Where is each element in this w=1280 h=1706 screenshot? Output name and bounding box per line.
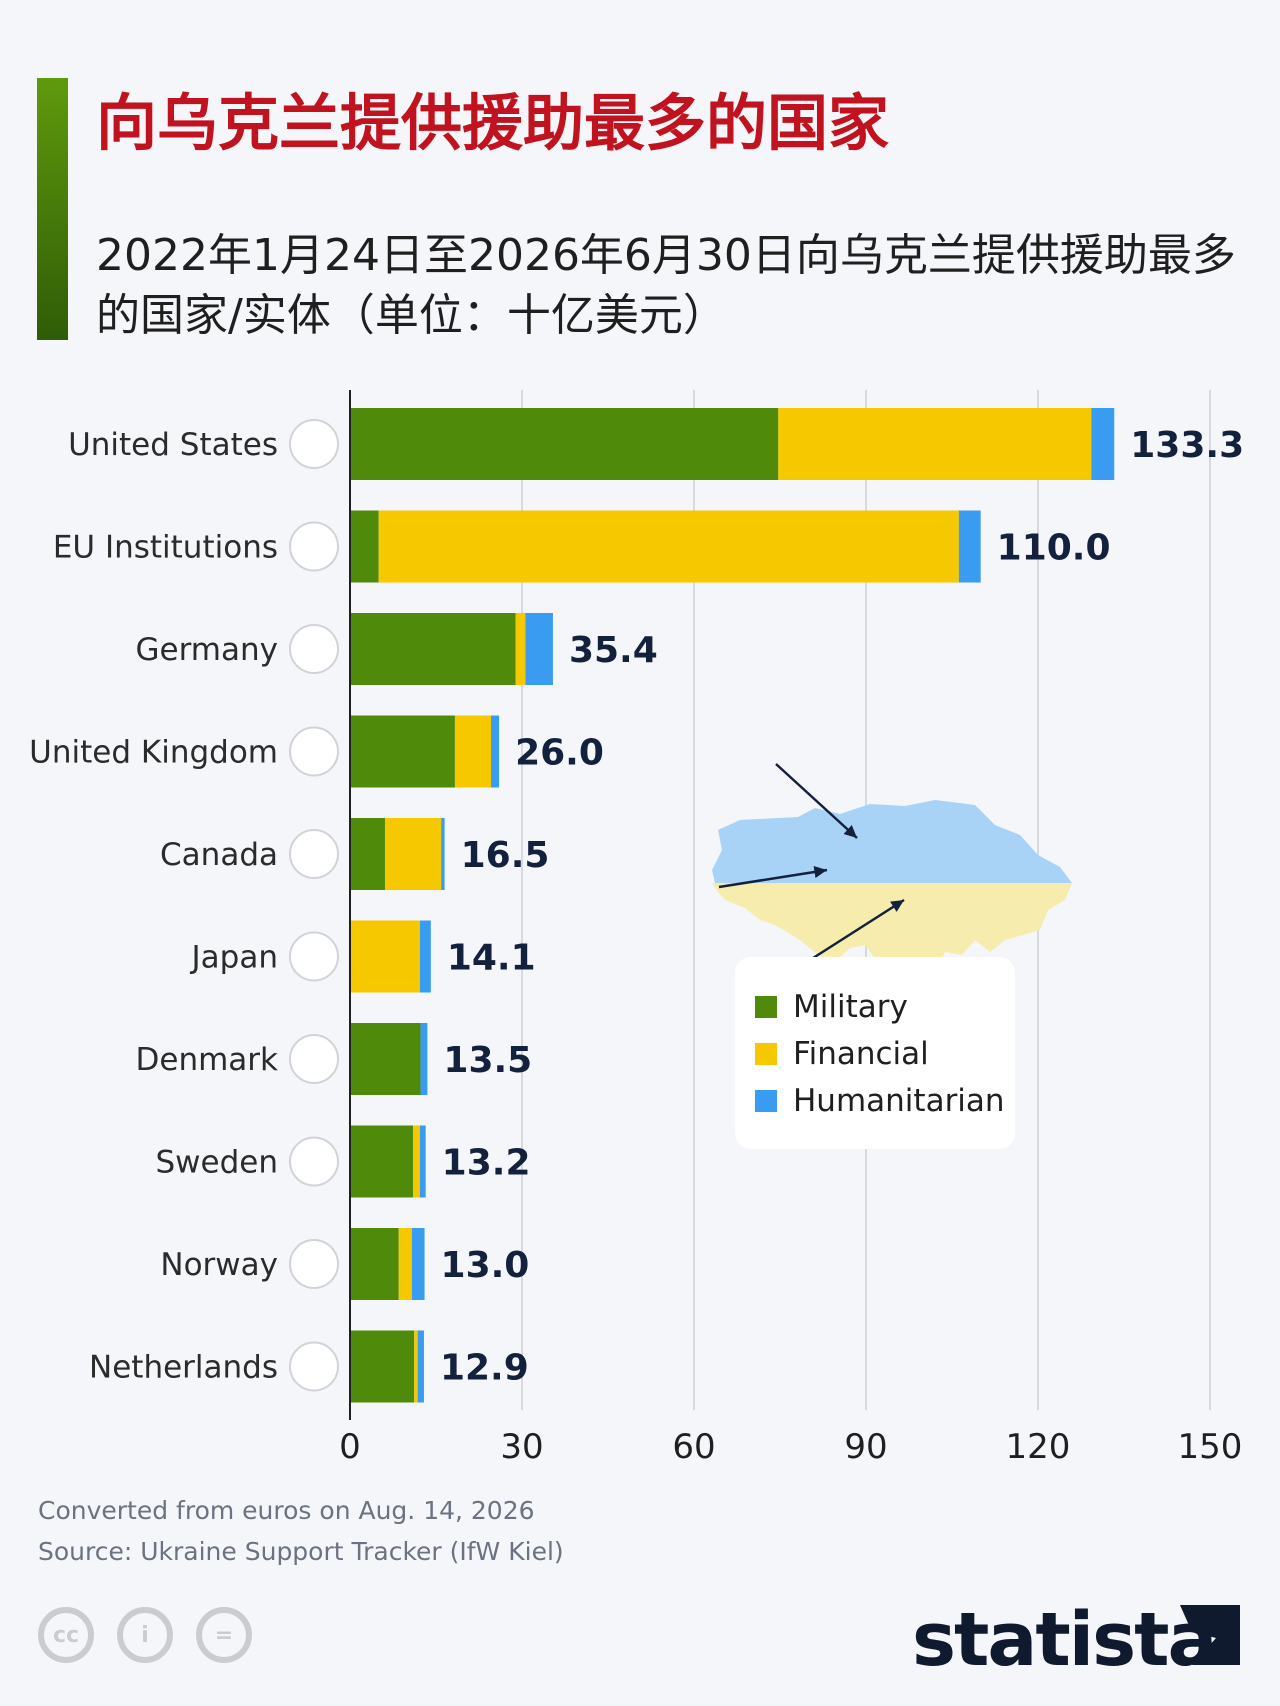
legend-swatch-military xyxy=(755,996,777,1018)
bar-financial-3 xyxy=(454,715,492,788)
x-tick-label-0: 0 xyxy=(339,1427,361,1467)
denmark-flag-icon xyxy=(289,1034,339,1084)
bar-financial-4 xyxy=(384,818,442,890)
bar-humanitarian-2 xyxy=(525,613,553,685)
value-label-4: 16.5 xyxy=(461,835,550,876)
category-label-1: EU Institutions xyxy=(53,530,278,566)
value-label-2: 35.4 xyxy=(569,630,658,671)
value-label-5: 14.1 xyxy=(447,938,536,979)
category-label-9: Netherlands xyxy=(89,1350,278,1386)
value-label-7: 13.2 xyxy=(442,1143,531,1184)
bar-humanitarian-9 xyxy=(417,1330,424,1403)
value-label-1: 110.0 xyxy=(997,528,1111,569)
bar-humanitarian-7 xyxy=(419,1125,426,1198)
uk-flag-icon xyxy=(289,726,339,777)
bar-military-3 xyxy=(350,715,455,788)
value-label-9: 12.9 xyxy=(440,1348,529,1389)
x-tick-label-90: 90 xyxy=(844,1427,887,1467)
norway-flag-icon xyxy=(289,1239,339,1289)
map-arrow-military-line xyxy=(775,763,858,839)
map-arrow-military-head xyxy=(843,825,857,838)
category-label-5: Japan xyxy=(190,940,278,976)
title-accent-bar xyxy=(37,78,68,340)
bar-financial-1 xyxy=(378,510,959,583)
netherlands-flag-icon xyxy=(289,1341,339,1392)
value-label-6: 13.5 xyxy=(443,1040,532,1081)
bar-chart: 0 30 60 90 120 150 United States 133.3 EU Instit… xyxy=(0,380,1280,1467)
bar-humanitarian-4 xyxy=(441,818,445,890)
bar-military-0 xyxy=(350,408,779,480)
japan-flag-icon xyxy=(289,931,339,982)
category-label-6: Denmark xyxy=(136,1042,279,1078)
bar-financial-2 xyxy=(515,613,526,685)
legend-swatch-financial xyxy=(755,1043,777,1065)
bar-military-6 xyxy=(350,1023,421,1095)
category-label-8: Norway xyxy=(160,1247,278,1283)
bar-financial-8 xyxy=(398,1228,412,1300)
legend-item-financial: Financial xyxy=(755,1034,929,1074)
bar-humanitarian-3 xyxy=(491,715,500,788)
category-label-2: Germany xyxy=(136,632,278,668)
legend-item-military: Military xyxy=(755,987,908,1027)
bar-financial-7 xyxy=(413,1125,420,1198)
category-label-0: United States xyxy=(68,427,278,463)
ukraine-map-south xyxy=(712,883,1072,992)
legend-label-humanitarian: Humanitarian xyxy=(793,1083,1005,1119)
legend-label-military: Military xyxy=(793,989,908,1025)
source-note: Source: Ukraine Support Tracker (IfW Kie… xyxy=(38,1537,564,1566)
sweden-flag-icon xyxy=(289,1136,339,1187)
bar-financial-9 xyxy=(414,1330,418,1403)
x-tick-label-120: 120 xyxy=(1006,1427,1071,1467)
chart-svg: 0 30 60 90 120 150 United States 133.3 EU Instit… xyxy=(29,390,1244,1467)
bar-humanitarian-8 xyxy=(411,1228,425,1300)
attribution-icon[interactable]: i xyxy=(117,1607,173,1663)
value-label-3: 26.0 xyxy=(515,733,604,774)
legend-label-financial: Financial xyxy=(793,1036,929,1072)
value-label-0: 133.3 xyxy=(1130,425,1244,466)
x-tick-label-150: 150 xyxy=(1178,1427,1243,1467)
canada-flag-icon xyxy=(289,829,339,879)
map-arrow-humanitarian-head xyxy=(890,900,904,912)
us-flag-icon xyxy=(289,419,339,469)
category-label-7: Sweden xyxy=(155,1145,278,1181)
bar-military-4 xyxy=(350,818,385,890)
map-arrow-financial-line xyxy=(718,868,828,889)
eu-flag-icon xyxy=(289,521,339,572)
page-subtitle: 2022年1月24日至2026年6月30日向乌克兰提供援助最多的国家/实体（单位… xyxy=(96,230,1236,341)
bar-humanitarian-1 xyxy=(958,510,981,583)
bar-humanitarian-0 xyxy=(1091,408,1115,480)
cc-icon[interactable]: cc xyxy=(38,1607,94,1663)
legend-swatch-humanitarian xyxy=(755,1090,777,1112)
chart-notes: Converted from euros on Aug. 14, 2026 So… xyxy=(38,1490,564,1572)
bar-military-9 xyxy=(350,1330,415,1403)
ukraine-map-north xyxy=(712,800,1072,883)
map-arrow-humanitarian-line xyxy=(809,898,905,962)
category-label-4: Canada xyxy=(160,837,278,873)
conversion-note: Converted from euros on Aug. 14, 2026 xyxy=(38,1496,535,1525)
x-tick-label-30: 30 xyxy=(500,1427,543,1467)
germany-flag-icon xyxy=(289,624,339,674)
x-tick-label-60: 60 xyxy=(672,1427,715,1467)
bar-financial-0 xyxy=(778,408,1092,480)
map-arrow-financial-head xyxy=(813,865,827,878)
bar-financial-5 xyxy=(350,920,420,993)
bar-humanitarian-5 xyxy=(419,920,431,993)
bar-military-2 xyxy=(350,613,516,685)
value-label-8: 13.0 xyxy=(441,1245,530,1286)
legend: Military Financial Humanitarian xyxy=(735,957,1015,1149)
bar-military-7 xyxy=(350,1125,414,1198)
bar-military-1 xyxy=(350,510,379,583)
bar-humanitarian-6 xyxy=(420,1023,428,1095)
page-title: 向乌克兰提供援助最多的国家 xyxy=(96,88,890,159)
no-derivatives-icon[interactable]: = xyxy=(196,1607,252,1663)
legend-item-humanitarian: Humanitarian xyxy=(755,1081,1005,1121)
statista-logo[interactable]: statista xyxy=(912,1597,1217,1683)
category-label-3: United Kingdom xyxy=(29,735,278,771)
bar-military-8 xyxy=(350,1228,399,1300)
